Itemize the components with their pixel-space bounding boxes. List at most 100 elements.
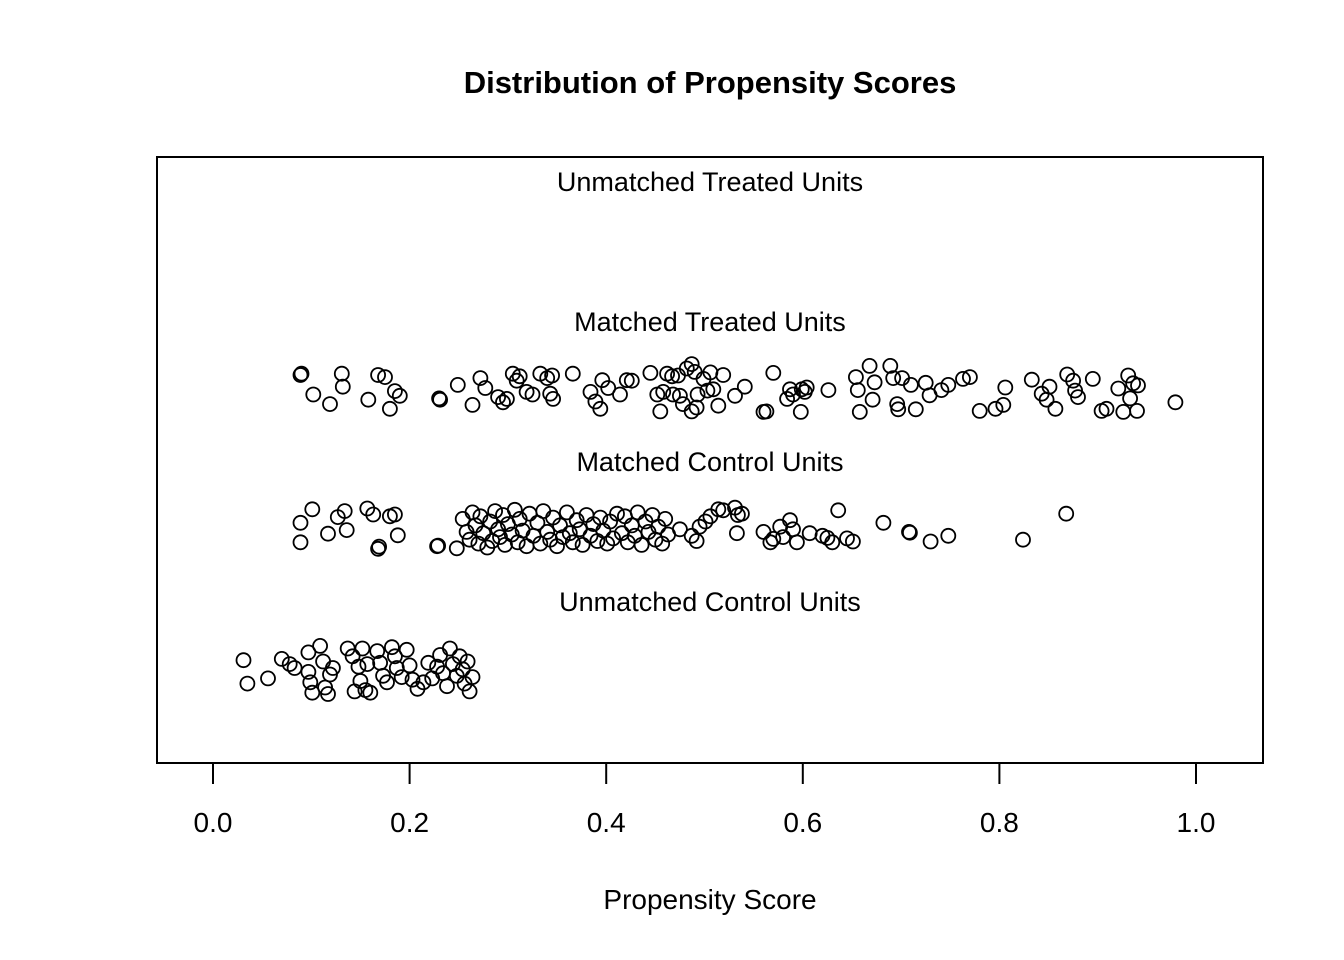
data-point	[1070, 389, 1086, 406]
data-point	[386, 506, 403, 523]
data-point	[490, 521, 507, 538]
data-point	[866, 374, 883, 391]
data-point	[398, 641, 415, 658]
data-point	[464, 504, 481, 521]
data-point	[354, 640, 371, 657]
data-point	[1084, 370, 1101, 387]
data-point	[848, 369, 864, 386]
x-tick-label: 0.0	[194, 807, 233, 838]
data-point	[420, 654, 437, 671]
data-point	[1023, 371, 1040, 388]
data-point	[1167, 394, 1184, 411]
data-point	[324, 660, 341, 676]
data-point	[564, 365, 581, 382]
data-point	[890, 401, 907, 418]
data-point	[315, 653, 332, 670]
data-point	[849, 382, 866, 399]
data-point	[623, 372, 640, 389]
data-point	[736, 378, 753, 395]
data-point	[830, 502, 847, 519]
data-point	[882, 357, 899, 374]
data-point	[561, 525, 578, 542]
data-point	[472, 370, 489, 387]
data-point	[511, 368, 528, 385]
data-point	[922, 533, 939, 550]
x-tick-label: 0.4	[587, 807, 626, 838]
data-point	[464, 669, 481, 685]
data-point	[765, 364, 782, 381]
data-point	[338, 522, 355, 538]
data-point	[595, 522, 612, 539]
data-point	[582, 383, 599, 400]
data-point	[524, 386, 541, 403]
group-label-unmatched-control-units: Unmatched Control Units	[559, 587, 861, 617]
plot-title: Distribution of Propensity Scores	[464, 65, 957, 100]
data-point	[699, 382, 716, 399]
data-point	[785, 386, 801, 403]
data-point	[350, 658, 367, 675]
data-point	[518, 538, 535, 555]
data-point	[300, 664, 317, 680]
data-point	[851, 403, 868, 420]
data-point	[955, 370, 971, 387]
data-point	[605, 530, 621, 547]
data-point	[312, 638, 329, 654]
data-point	[705, 381, 722, 398]
data-point	[477, 380, 494, 396]
data-point	[359, 500, 376, 517]
data-point	[678, 360, 695, 377]
data-point	[304, 501, 321, 518]
data-point	[379, 674, 395, 691]
data-point	[758, 403, 775, 420]
data-point	[544, 367, 560, 384]
data-point	[683, 527, 700, 544]
data-point	[618, 372, 635, 389]
group-label-matched-treated-units: Matched Treated Units	[574, 307, 846, 337]
x-tick-label: 0.2	[390, 807, 429, 838]
data-point	[715, 367, 732, 383]
data-point	[655, 383, 672, 400]
data-point	[302, 674, 319, 691]
data-point	[592, 400, 609, 417]
data-point	[1115, 403, 1132, 420]
data-point	[389, 527, 406, 544]
data-point	[1110, 380, 1127, 397]
data-point	[383, 639, 400, 656]
data-point	[672, 521, 688, 538]
data-point	[789, 534, 805, 551]
data-point	[792, 403, 809, 420]
data-point	[487, 503, 504, 520]
data-point	[441, 640, 458, 657]
data-point	[1120, 367, 1137, 384]
data-point	[292, 367, 309, 383]
data-point	[461, 531, 478, 548]
data-point	[492, 529, 508, 545]
data-point	[359, 656, 376, 672]
data-point	[495, 394, 511, 411]
data-point	[617, 508, 633, 525]
data-point	[885, 370, 902, 387]
data-point	[454, 511, 471, 527]
data-point	[798, 379, 815, 396]
data-point	[381, 400, 398, 417]
data-point	[902, 524, 918, 541]
data-point	[903, 376, 919, 393]
data-point	[710, 397, 727, 414]
data-point	[511, 511, 528, 527]
data-point	[1058, 505, 1075, 522]
data-point	[352, 673, 369, 689]
data-point	[875, 514, 892, 531]
data-point	[370, 367, 387, 383]
data-point	[845, 533, 861, 550]
data-point	[508, 372, 525, 389]
data-point	[1129, 402, 1145, 419]
data-point	[439, 678, 455, 695]
data-point	[320, 686, 336, 702]
data-point	[629, 504, 646, 521]
data-point	[300, 644, 317, 661]
data-point	[552, 517, 568, 534]
data-point	[1098, 400, 1115, 417]
data-point	[1015, 531, 1031, 548]
data-point	[765, 531, 782, 547]
